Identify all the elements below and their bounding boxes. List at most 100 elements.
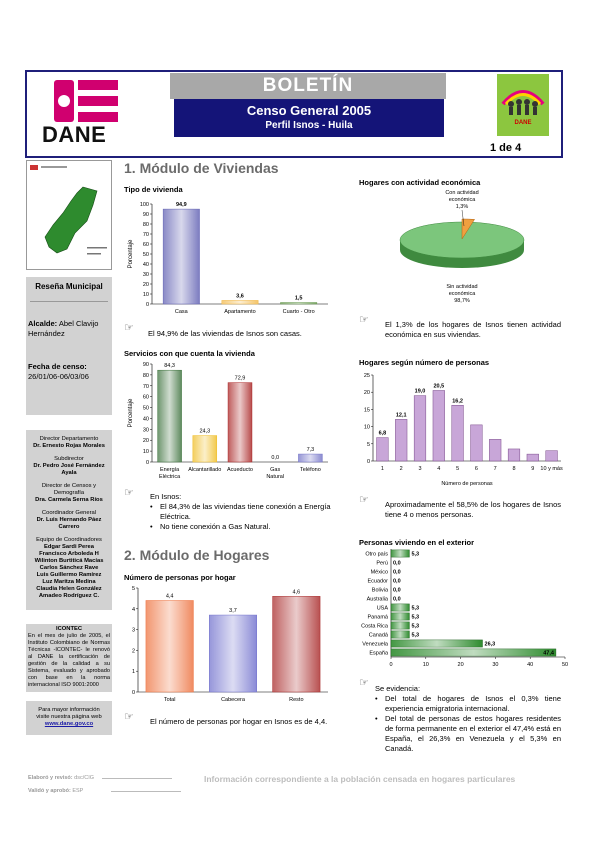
data-label: 1,5 [295, 296, 303, 302]
data-label: 3,6 [236, 293, 244, 299]
x-tick-label: 4 [437, 466, 440, 472]
mayor-label: Alcalde: [28, 319, 58, 328]
section-viviendas-title: 1. Módulo de Viviendas [124, 160, 279, 176]
census-logo: DANE [497, 74, 549, 136]
staff-role: Subdirector [54, 456, 84, 462]
more-info-text: Para mayor información visite nuestra pá… [36, 707, 102, 720]
servicios-bullet: • No tiene conexión a Gas Natural. [150, 522, 271, 531]
numero-chart-title: Hogares según número de personas [359, 358, 490, 367]
y-tick-label: 15 [364, 407, 370, 413]
data-label: 0,0 [271, 455, 279, 461]
team-member: Luz Maritza Medina [42, 579, 96, 585]
bar [451, 405, 464, 462]
dane-logo-icon [54, 80, 118, 122]
x-tick-label: Cuarto - Otro [283, 309, 315, 315]
page-indicator: 1 de 4 [490, 142, 522, 154]
slice-label: Sin actividad [446, 284, 477, 290]
title-banner: Censo General 2005 Perfil Isnos - Huila [174, 99, 444, 137]
bar [432, 390, 445, 462]
y-tick-label: 100 [140, 202, 149, 208]
y-tick-label: USA [377, 606, 389, 612]
slice-value: 98,7% [454, 298, 470, 304]
y-tick-label: 0 [367, 459, 370, 465]
data-label: 0,0 [393, 597, 401, 603]
x-tick-label: 2 [400, 466, 403, 472]
data-label: 19,0 [415, 389, 426, 395]
y-tick-label: Venezuela [362, 642, 389, 648]
bar [390, 648, 557, 657]
validated-line: Validó y aprobó: ESP [28, 788, 181, 794]
data-label: 5,3 [411, 615, 419, 621]
bar [390, 603, 410, 612]
x-tick-label: 0 [389, 662, 392, 668]
slice-label: Con actividad [445, 190, 478, 196]
bar [395, 419, 408, 462]
y-tick-label: Otro país [365, 552, 388, 558]
bar [272, 596, 321, 693]
y-tick-label: 5 [132, 586, 135, 592]
y-tick-label: Australia [367, 597, 389, 603]
data-label: 4,4 [166, 593, 174, 599]
y-tick-label: 10 [364, 425, 370, 431]
staff-name: Dr. Luis Hernando Páez Carrero [36, 517, 102, 530]
tipo-chart-title: Tipo de vivienda [124, 185, 183, 194]
staff-name: Dra. Carmela Serna Ríos [35, 497, 103, 503]
y-tick-label: 40 [143, 416, 149, 422]
bar [390, 612, 410, 621]
y-axis-label: Porcentaje [128, 398, 134, 427]
staff-panel: Director Departamento Dr. Ernesto Rojas … [26, 430, 112, 610]
data-label: 26,3 [485, 642, 496, 648]
census-date-block: Fecha de censo: 26/01/06-06/03/06 [26, 338, 112, 381]
exterior-chart-title: Personas viviendo en el exterior [359, 538, 475, 547]
exterior-bullet: • Del total de hogares de Isnos el 0,3% t… [375, 694, 561, 713]
x-axis-label: Número de personas [441, 481, 493, 487]
icontec-title: ICONTEC [55, 626, 83, 632]
y-tick-label: 4 [132, 607, 135, 613]
hand-pointer-icon: ☞ [124, 711, 134, 723]
personas-hogar-chart: 0 1 2 3 4 5 4,4 Total 3,7 Cabecera 4,6 Resto [132, 586, 328, 703]
data-label: 94,9 [176, 202, 187, 208]
x-tick-label: Eléctrica [159, 474, 181, 480]
y-tick-label: Costa Rica [361, 624, 389, 630]
bulletin-label: BOLETÍN [170, 73, 446, 99]
y-tick-label: 2 [132, 648, 135, 654]
data-label: 0,0 [393, 561, 401, 567]
x-tick-label: 40 [527, 662, 533, 668]
website-link[interactable]: www.dane.gov.co [44, 721, 94, 727]
bar [526, 453, 539, 462]
servicios-chart: 0 10 20 30 40 50 60 70 80 90 Porcentaje 84,3 Energía… [128, 362, 328, 480]
actividad-chart-title: Hogares con actividad económica [359, 178, 481, 187]
dane-logo: DANE [38, 78, 142, 147]
y-tick-label: Bolivia [372, 588, 389, 594]
y-tick-label: 5 [367, 442, 370, 448]
bar [376, 437, 389, 462]
data-label: 5,3 [411, 633, 419, 639]
validated-label: Validó y aprobó: [28, 788, 71, 794]
data-label: 5,3 [411, 606, 419, 612]
y-tick-label: 60 [143, 395, 149, 401]
y-tick-label: 30 [143, 427, 149, 433]
bar [157, 369, 182, 463]
team-member: Luis Guillermo Ramírez [36, 572, 102, 578]
exterior-bullet: • Del total de personas de estos hogares … [375, 714, 561, 753]
y-tick-label: 1 [132, 669, 135, 675]
x-tick-label: 3 [418, 466, 421, 472]
x-tick-label: 6 [475, 466, 478, 472]
map-icon [30, 165, 107, 255]
x-tick-label: Cabecera [221, 697, 246, 703]
census-people-icon: DANE [497, 74, 549, 136]
tipo-vivienda-chart: 0 10 20 30 40 50 60 70 80 90 100 Porcentaje 94,9 Casa… [128, 202, 328, 315]
section-hogares-title: 2. Módulo de Hogares [124, 547, 270, 563]
header-frame [25, 70, 563, 158]
y-tick-label: 20 [143, 438, 149, 444]
exterior-chart: 0 10 20 30 40 50 Otro país 5,3 Perú 0,0 México 0,0 E… [361, 549, 568, 668]
servicios-note-intro: En Isnos: [150, 492, 182, 501]
validated-value: ESP [72, 788, 84, 794]
x-tick-label: 50 [562, 662, 568, 668]
y-tick-label: Perú [376, 561, 388, 567]
y-axis-label: Porcentaje [128, 239, 134, 268]
y-tick-label: 10 [143, 449, 149, 455]
elaborated-value: dsc/CIG [74, 775, 95, 781]
slice-label: económica [449, 197, 477, 203]
slice-value: 1,3% [456, 204, 469, 210]
